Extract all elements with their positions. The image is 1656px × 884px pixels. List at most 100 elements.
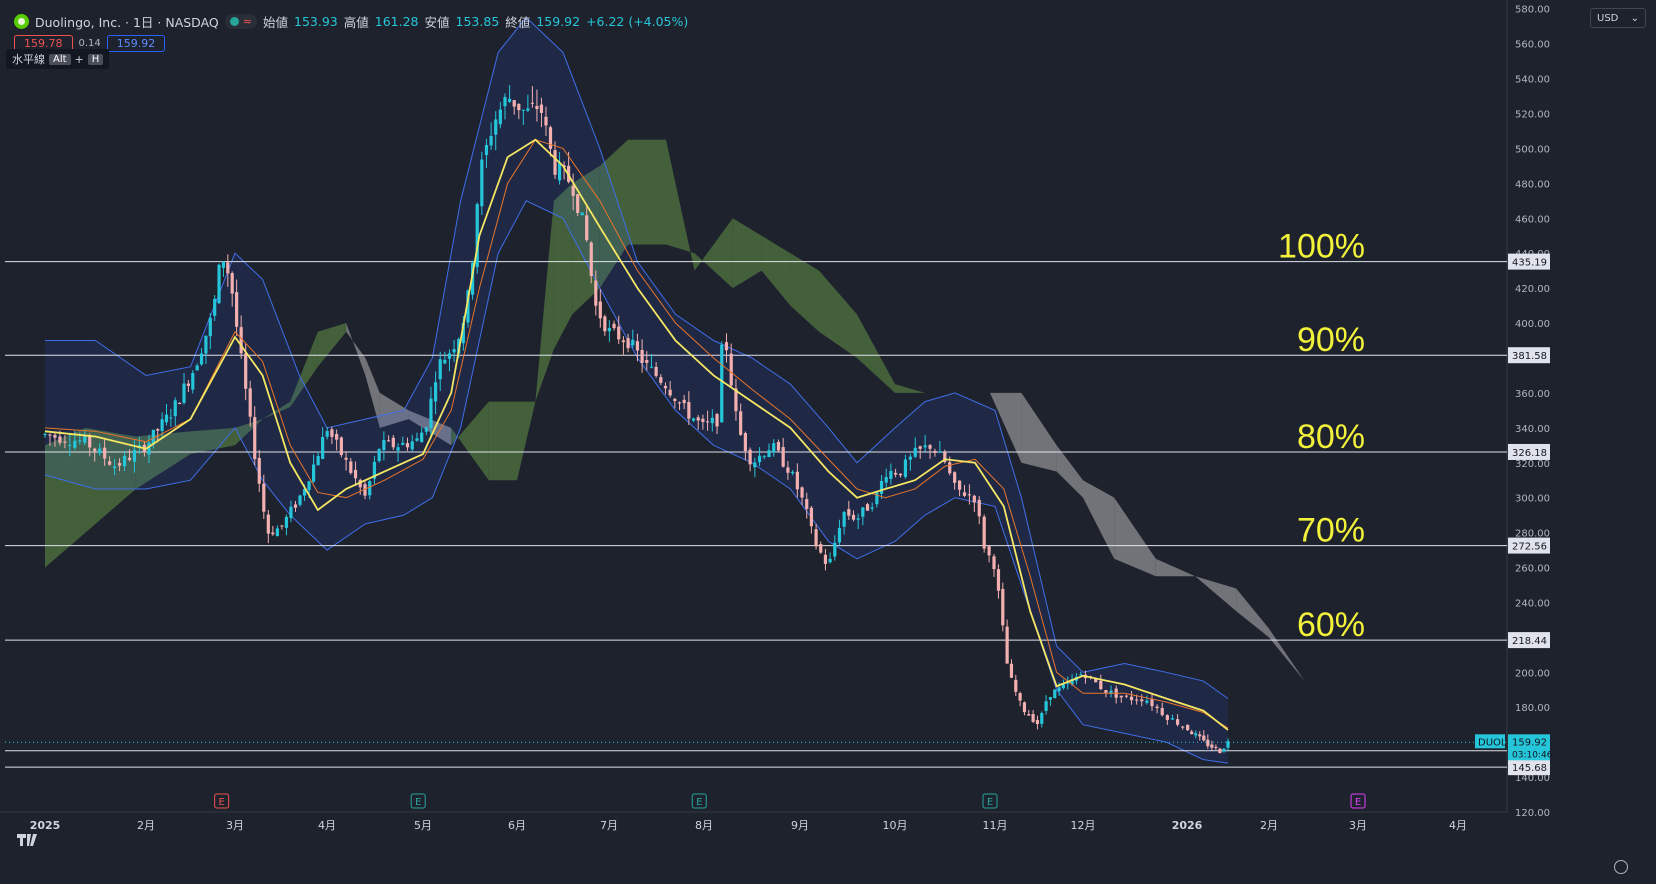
close-value: 159.92 (536, 13, 581, 29)
candle-body (284, 516, 289, 528)
cloud-segment (819, 270, 857, 358)
candle-body (191, 373, 195, 390)
candles (43, 84, 1230, 754)
symbol-title[interactable]: Duolingo, Inc. · 1日 · NASDAQ (35, 14, 219, 30)
candle-body (156, 429, 160, 431)
candle-body (1099, 680, 1103, 690)
candle-body (262, 483, 266, 512)
candle-body (298, 495, 302, 505)
price-line-tag-label: 272.56 (1512, 542, 1547, 553)
price-line-tag (1508, 537, 1550, 554)
candle-body (480, 159, 484, 207)
market-status-pill[interactable]: ≈ (224, 13, 257, 29)
price-tick-label: 400.00 (1515, 319, 1550, 330)
candle-body (800, 487, 804, 498)
candle-body (1104, 690, 1108, 693)
candle-body (805, 499, 809, 509)
cloud-segment (365, 357, 380, 428)
candle-body (640, 349, 644, 363)
candle-body (1027, 714, 1031, 716)
settings-gear-icon[interactable] (1614, 860, 1628, 874)
price-tick-label: 460.00 (1515, 214, 1550, 225)
candle-body (1009, 663, 1014, 678)
candle-body (535, 105, 539, 110)
candle-body (503, 97, 507, 107)
cloud-segment (535, 200, 554, 402)
price-tick-label: 140.00 (1515, 773, 1550, 784)
price-tick-label: 580.00 (1515, 5, 1550, 16)
candle-body (842, 511, 846, 527)
earnings-marker-label: E (987, 797, 993, 808)
buy-button[interactable]: 159.92 (106, 35, 166, 52)
candle-body (677, 402, 682, 404)
candle-body (396, 447, 400, 451)
earnings-marker-box (691, 793, 707, 809)
tradingview-logo-icon[interactable] (16, 832, 46, 848)
sell-button[interactable]: 159.78 (14, 35, 73, 52)
candle-body (382, 439, 386, 451)
candle-body (88, 435, 92, 448)
candle-body (217, 264, 221, 304)
time-tick-label: 2月 (137, 819, 155, 832)
candle-body (132, 449, 137, 462)
candle-body (147, 442, 151, 455)
cloud-segment (1155, 558, 1196, 577)
candle-body (598, 301, 602, 319)
candle-body (275, 528, 279, 537)
cloud-segment (666, 139, 695, 271)
candle-body (1031, 714, 1035, 722)
price-tick-label: 260.00 (1515, 564, 1550, 575)
earnings-marker-box (214, 793, 230, 809)
candle-body (851, 514, 856, 520)
candle-body (1135, 699, 1139, 701)
candle-body (1124, 695, 1129, 697)
candle-body (631, 339, 635, 346)
candle-body (293, 504, 298, 508)
open-label: 始値 (262, 14, 288, 30)
candle-body (151, 429, 155, 445)
fib-level-label: 60% (1297, 606, 1365, 644)
candle-body (977, 499, 981, 517)
candle-body (996, 569, 1001, 591)
bollinger-band-fill (45, 17, 1228, 764)
cloud-segment (1083, 480, 1115, 559)
candle-body (475, 204, 479, 268)
low-value: 153.85 (455, 13, 500, 29)
candle-body (594, 280, 598, 306)
candle-body (772, 443, 776, 453)
fib-level-label: 80% (1297, 418, 1365, 456)
tooltip-key-h: H (87, 53, 104, 65)
candle-body (645, 360, 649, 363)
candle-body (358, 479, 362, 488)
price-tick-label: 520.00 (1515, 110, 1550, 121)
time-tick-label: 2025 (30, 819, 61, 832)
candle-body (1210, 744, 1214, 748)
earnings-marker: E (691, 793, 707, 809)
candle-body (339, 437, 343, 456)
candle-body (108, 461, 112, 465)
candle-body (433, 382, 438, 402)
currency-select[interactable]: USD ⌄ (1590, 8, 1646, 28)
open-value: 153.93 (294, 13, 338, 29)
ichimoku-cloud (45, 139, 1332, 725)
time-tick-label: 4月 (318, 819, 336, 832)
cloud-segment (290, 331, 318, 407)
candle-body (405, 443, 410, 448)
candle-body (809, 507, 814, 527)
candle-body (612, 323, 616, 329)
price-line-tag (1508, 443, 1550, 460)
candle-body (98, 448, 102, 454)
cloud-segment (379, 392, 409, 428)
time-tick-label: 4月 (1449, 819, 1467, 832)
candle-body (889, 470, 893, 479)
price-tick-label: 280.00 (1515, 529, 1550, 540)
candle-body (621, 340, 625, 343)
candle-body (1048, 697, 1053, 700)
candle-body (213, 298, 217, 316)
candle-body (58, 436, 62, 443)
fib-level-label: 70% (1297, 512, 1365, 550)
candle-body (938, 451, 942, 453)
candle-body (743, 433, 747, 452)
cloud-segment (517, 401, 536, 481)
